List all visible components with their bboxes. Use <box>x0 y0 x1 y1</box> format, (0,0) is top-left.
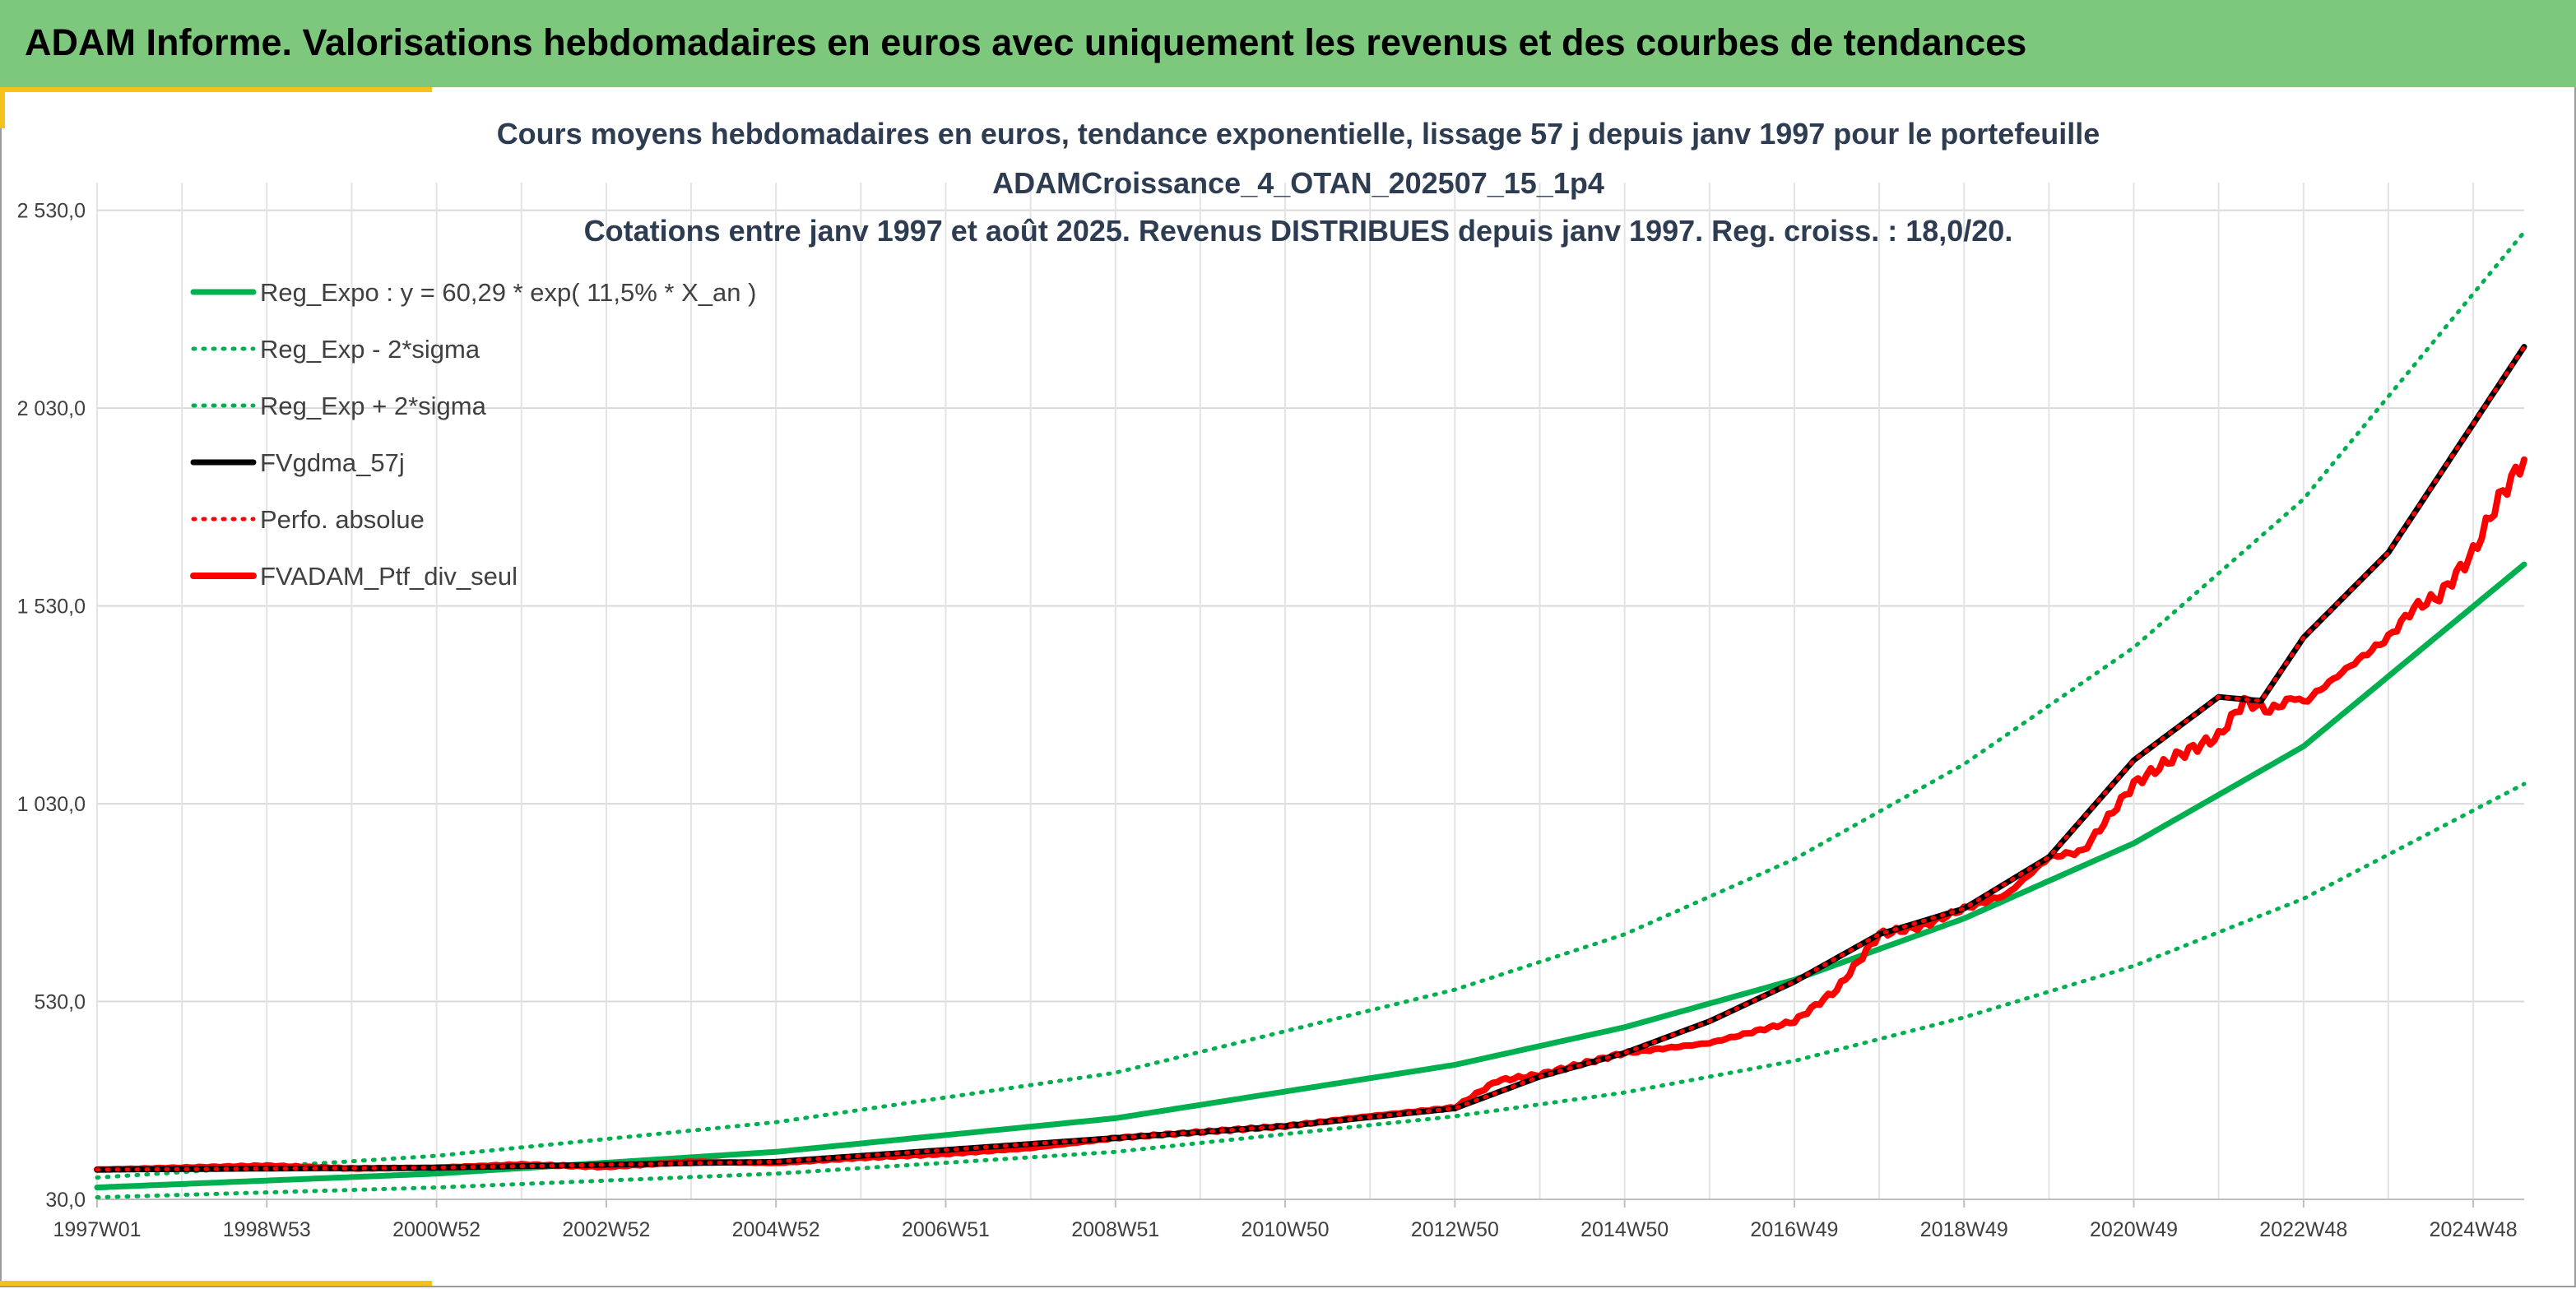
legend-label: Perfo. absolue <box>260 505 425 534</box>
x-axis: 1997W01 1998W53 2000W52 2002W52 2004W52 2006W… <box>53 1199 2518 1241</box>
corner-accent-top <box>0 87 432 92</box>
legend: Reg_Expo : y = 60,29 * exp( 11,5% * X_an… <box>190 278 756 591</box>
y-tick-label: 2 530,0 <box>17 200 86 223</box>
chart-title-line-1: Cours moyens hebdomadaires en euros, ten… <box>497 117 2100 151</box>
y-tick-label: 2 030,0 <box>17 397 86 420</box>
x-tick-label: 2024W48 <box>2430 1218 2518 1241</box>
y-tick-label: 30,0 <box>45 1189 86 1212</box>
series-line-2 <box>95 230 2527 1180</box>
banner: ADAM Informe. Valorisations hebdomadaire… <box>0 0 2576 87</box>
y-tick-label: 1 530,0 <box>17 596 86 619</box>
series-line-1 <box>95 781 2527 1200</box>
x-tick-label: 2010W50 <box>1242 1218 1330 1241</box>
x-tick-label: 2000W52 <box>392 1218 480 1241</box>
legend-label: Reg_Expo : y = 60,29 * exp( 11,5% * X_an… <box>260 278 756 307</box>
legend-label: Reg_Exp + 2*sigma <box>260 392 487 420</box>
y-tick-label: 530,0 <box>34 991 86 1014</box>
x-tick-label: 2012W50 <box>1411 1218 1499 1241</box>
x-tick-label: 1997W01 <box>53 1218 141 1241</box>
y-tick-label: 1 030,0 <box>17 793 86 816</box>
x-tick-label: 2006W51 <box>902 1218 990 1241</box>
x-tick-label: 2022W48 <box>2259 1218 2347 1241</box>
banner-title: ADAM Informe. Valorisations hebdomadaire… <box>25 21 2027 63</box>
x-tick-label: 2018W49 <box>1920 1218 2008 1241</box>
series-line-0 <box>94 561 2527 1191</box>
chart-frame <box>0 87 2576 1287</box>
x-tick-label: 2014W50 <box>1580 1218 1669 1241</box>
series-line-4 <box>95 345 2527 1172</box>
legend-label: Reg_Exp - 2*sigma <box>260 335 480 364</box>
x-tick-label: 1998W53 <box>223 1218 311 1241</box>
corner-accent-left <box>0 87 5 128</box>
x-tick-label: 2002W52 <box>562 1218 650 1241</box>
chart-title-line-3: Cotations entre janv 1997 et août 2025. … <box>584 214 2013 248</box>
x-tick-label: 2020W49 <box>2090 1218 2178 1241</box>
legend-label: FVADAM_Ptf_div_seul <box>260 562 518 591</box>
legend-label: FVgdma_57j <box>260 448 405 477</box>
series-group <box>94 230 2527 1200</box>
grid <box>96 183 2524 1200</box>
chart-title-line-2: ADAMCroissance_4_OTAN_202507_15_1p4 <box>992 166 1604 200</box>
corner-accent-bottom <box>0 1281 432 1286</box>
y-axis: 30,0 530,0 1 030,0 1 530,0 2 030,0 2 530,0 <box>17 200 86 1212</box>
x-tick-label: 2008W51 <box>1071 1218 1159 1241</box>
x-tick-label: 2016W49 <box>1750 1218 1838 1241</box>
series-line-3 <box>94 344 2527 1173</box>
x-tick-label: 2004W52 <box>732 1218 820 1241</box>
